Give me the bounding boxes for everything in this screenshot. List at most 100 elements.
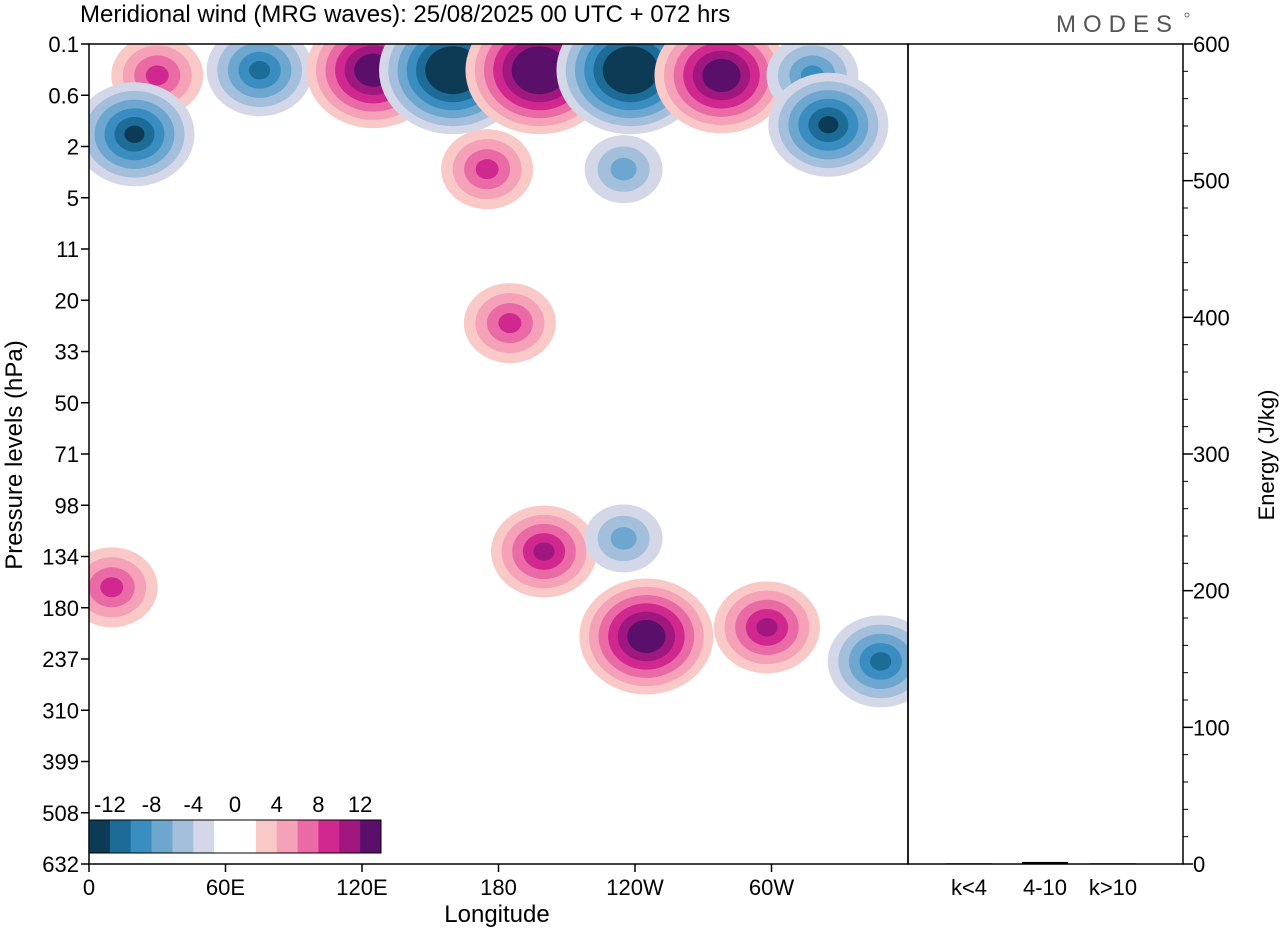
- contour-level-5: [870, 652, 892, 671]
- colorbar-swatch: [276, 820, 299, 853]
- colorbar-swatch: [235, 820, 257, 853]
- y-tick-label: 0.6: [48, 83, 79, 108]
- y-tick-label: 2: [67, 135, 79, 160]
- energy-category-label: k>10: [1089, 875, 1137, 900]
- contour-level-8: [621, 62, 640, 79]
- colorbar-swatch: [297, 820, 319, 853]
- wind-anomaly-negative-18: [584, 504, 663, 573]
- x-tick-label: 0: [83, 875, 95, 900]
- wind-anomaly-negative-11: [584, 135, 663, 204]
- energy-y-tick-label: 500: [1193, 169, 1230, 194]
- energy-category-label: 4-10: [1023, 875, 1067, 900]
- contour-level-5: [533, 542, 555, 561]
- colorbar-tick-label: -8: [142, 792, 162, 817]
- colorbar-swatch: [214, 820, 236, 853]
- energy-y-tick-label: 200: [1193, 579, 1230, 604]
- energy-y-tick-label: 300: [1193, 442, 1230, 467]
- contour-level-4: [475, 159, 499, 180]
- y-tick-label: 33: [55, 340, 79, 365]
- y-tick-label: 50: [55, 391, 79, 416]
- x-axis-label: Longitude: [444, 901, 549, 928]
- colorbar-swatch: [109, 820, 132, 853]
- contour-level-6: [124, 125, 145, 143]
- energy-bar-2: [1090, 863, 1136, 865]
- contour-level-3: [610, 527, 637, 550]
- colorbar-tick-label: 8: [312, 792, 324, 817]
- colorbar-tick-label: -12: [94, 792, 126, 817]
- y-tick-label: 11: [56, 237, 79, 262]
- y-tick-label: 310: [42, 698, 79, 723]
- y-tick-label: 237: [42, 647, 79, 672]
- energy-y-tick-label: 600: [1193, 32, 1230, 57]
- contour-level-5: [756, 618, 778, 637]
- wind-anomaly-negative-1: [206, 44, 313, 117]
- y-tick-label: 632: [42, 852, 79, 877]
- energy-frame: [907, 43, 1184, 865]
- contour-level-3: [610, 157, 637, 181]
- y-axis-label: Pressure levels (hPa): [1, 340, 28, 569]
- wind-anomaly-positive-16: [713, 581, 820, 674]
- contour-level-6: [818, 116, 839, 134]
- contour-level-4: [498, 313, 522, 334]
- colorbar-tick-label: -4: [184, 792, 204, 817]
- colorbar-swatch: [193, 820, 215, 853]
- colorbar-swatch: [339, 820, 361, 853]
- energy-bar-0: [946, 863, 992, 865]
- contour-level-4: [145, 65, 169, 86]
- energy-y-tick-label: 400: [1193, 305, 1230, 330]
- wind-anomaly-positive-10: [441, 129, 534, 210]
- colorbar-tick-label: 12: [348, 792, 372, 817]
- colorbar-tick-label: 0: [229, 792, 241, 817]
- contour-level-7: [636, 628, 656, 645]
- colorbar-swatch: [151, 820, 173, 853]
- colorbar-swatch: [172, 820, 194, 853]
- x-tick-label: 60W: [749, 875, 794, 900]
- y-tick-label: 20: [55, 288, 79, 313]
- wind-anomaly-positive-12: [463, 283, 556, 364]
- colorbar-swatch: [360, 820, 382, 853]
- contour-level-8: [443, 62, 463, 79]
- y-tick-label: 399: [42, 750, 79, 775]
- x-tick-label: 120W: [606, 875, 664, 900]
- colorbar-swatch: [130, 820, 153, 853]
- contour-level-7: [711, 67, 732, 84]
- contour-level-5: [249, 61, 271, 80]
- colorbar-swatch: [89, 820, 111, 853]
- colorbar-frame: [88, 819, 382, 854]
- wind-anomaly-positive-14: [579, 578, 714, 695]
- logo-registered-mark: [1184, 12, 1190, 18]
- wind-anomaly-negative-8: [89, 82, 195, 187]
- energy-axis-label: Energy (J/kg): [1254, 390, 1279, 521]
- wind-anomaly-positive-6: [654, 44, 789, 134]
- colorbar: -12 -8 -4 0 4 8 12: [88, 792, 382, 854]
- heatmap-panel: [89, 44, 908, 864]
- energy-y-tick-label: 0: [1193, 852, 1205, 877]
- colorbar-swatch: [318, 820, 340, 853]
- energy-bar-1: [1022, 861, 1068, 864]
- x-tick-label: 60E: [206, 875, 245, 900]
- colorbar-swatch: [255, 820, 278, 853]
- contour-level-8: [530, 62, 549, 79]
- y-tick-label: 134: [42, 545, 79, 570]
- x-tick-label: 120E: [336, 875, 387, 900]
- y-tick-label: 0.1: [48, 32, 79, 57]
- x-tick-label: 180: [480, 875, 517, 900]
- y-tick-label: 5: [67, 186, 79, 211]
- energy-y-tick-label: 100: [1193, 715, 1230, 740]
- wind-anomaly-positive-15: [89, 547, 158, 628]
- wind-anomaly-negative-9: [768, 72, 889, 177]
- contour-level-7: [363, 61, 383, 79]
- heatmap-axes: 0.1 0.6 2 5 11 20 33 50 71 98 134 180 237 310 399 508 63…: [42, 32, 794, 900]
- y-tick-label: 98: [55, 493, 79, 518]
- wind-anomaly-positive-13: [491, 505, 597, 598]
- y-tick-label: 180: [42, 596, 79, 621]
- y-tick-label: 508: [42, 801, 79, 826]
- colorbar-tick-label: 4: [271, 792, 283, 817]
- energy-category-label: k<4: [951, 875, 987, 900]
- contour-level-4: [100, 577, 124, 598]
- modes-logo: MODES: [1056, 11, 1179, 38]
- wind-anomaly-negative-17: [827, 615, 908, 708]
- y-tick-label: 71: [55, 442, 79, 467]
- energy-panel: 0 100 200 300 400 500 600 k<4 4-10 k>10: [946, 32, 1230, 900]
